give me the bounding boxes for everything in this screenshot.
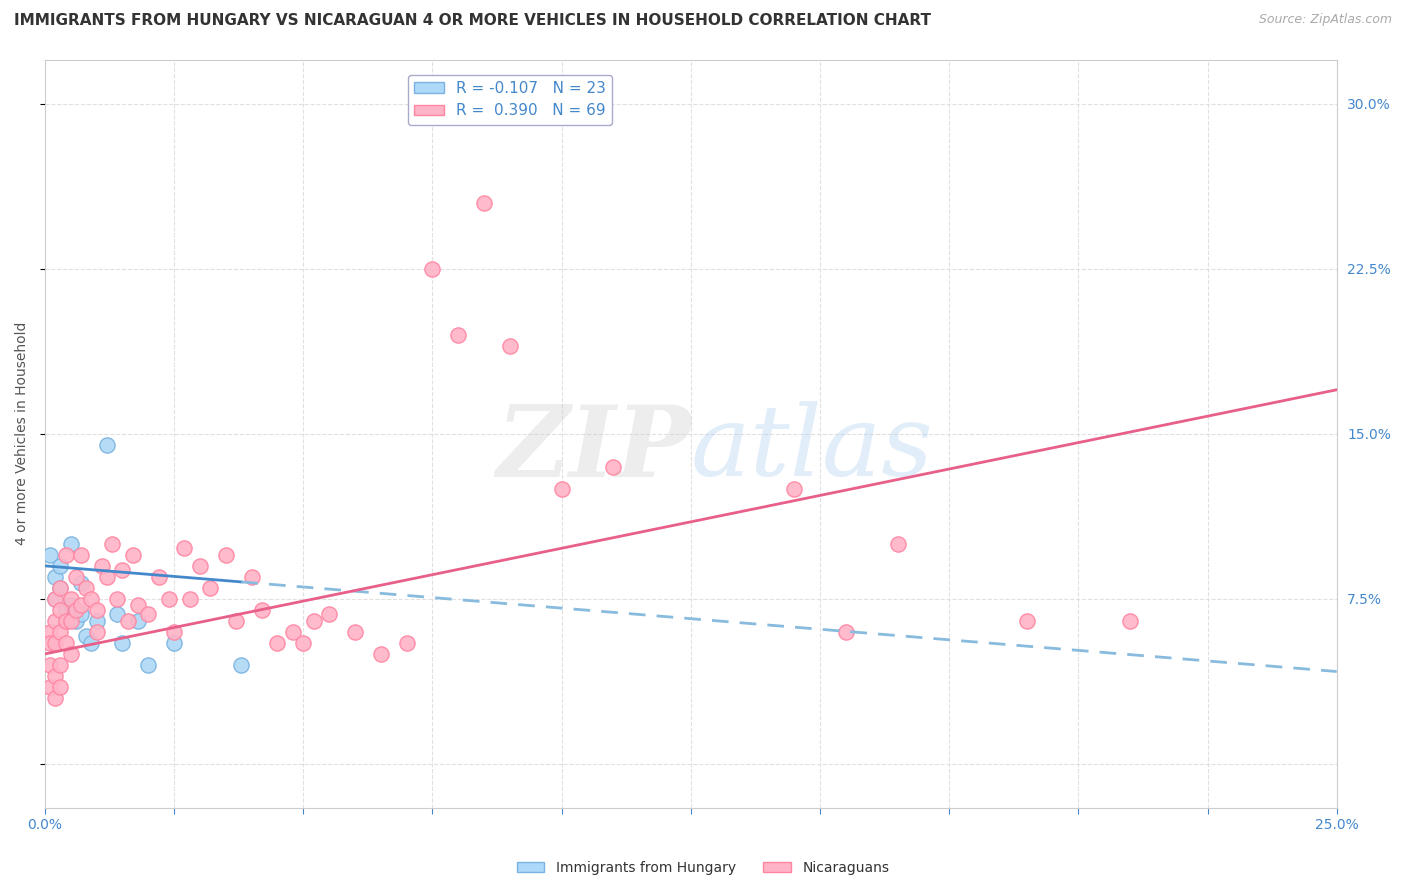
Point — [163, 636, 186, 650]
Point — [49, 624, 72, 639]
Point — [472, 195, 495, 210]
Point — [59, 614, 82, 628]
Point — [886, 537, 908, 551]
Point — [179, 591, 201, 606]
Point — [39, 680, 62, 694]
Point — [302, 614, 325, 628]
Point — [59, 591, 82, 606]
Point — [44, 570, 66, 584]
Point — [44, 690, 66, 705]
Point — [55, 636, 77, 650]
Text: Source: ZipAtlas.com: Source: ZipAtlas.com — [1258, 13, 1392, 27]
Point — [499, 339, 522, 353]
Point — [75, 581, 97, 595]
Point — [370, 647, 392, 661]
Point — [59, 647, 82, 661]
Point — [148, 570, 170, 584]
Text: IMMIGRANTS FROM HUNGARY VS NICARAGUAN 4 OR MORE VEHICLES IN HOUSEHOLD CORRELATIO: IMMIGRANTS FROM HUNGARY VS NICARAGUAN 4 … — [14, 13, 931, 29]
Point — [163, 624, 186, 639]
Point — [49, 603, 72, 617]
Point — [343, 624, 366, 639]
Point — [86, 614, 108, 628]
Point — [65, 603, 87, 617]
Y-axis label: 4 or more Vehicles in Household: 4 or more Vehicles in Household — [15, 322, 30, 546]
Point — [111, 636, 134, 650]
Point — [136, 607, 159, 622]
Point — [602, 459, 624, 474]
Point — [55, 614, 77, 628]
Point — [39, 657, 62, 672]
Point — [240, 570, 263, 584]
Point — [231, 657, 253, 672]
Point — [65, 570, 87, 584]
Point — [44, 591, 66, 606]
Text: ZIP: ZIP — [496, 401, 690, 497]
Point — [70, 548, 93, 562]
Point — [49, 657, 72, 672]
Point — [49, 581, 72, 595]
Point — [70, 599, 93, 613]
Point — [173, 541, 195, 556]
Point — [96, 438, 118, 452]
Point — [105, 591, 128, 606]
Point — [447, 327, 470, 342]
Legend: Immigrants from Hungary, Nicaraguans: Immigrants from Hungary, Nicaraguans — [512, 855, 894, 880]
Point — [59, 599, 82, 613]
Point — [39, 548, 62, 562]
Point — [86, 624, 108, 639]
Point — [70, 576, 93, 591]
Point — [86, 603, 108, 617]
Point — [395, 636, 418, 650]
Legend: R = -0.107   N = 23, R =  0.390   N = 69: R = -0.107 N = 23, R = 0.390 N = 69 — [408, 75, 613, 125]
Point — [55, 614, 77, 628]
Point — [49, 558, 72, 573]
Point — [550, 482, 572, 496]
Point — [250, 603, 273, 617]
Point — [65, 614, 87, 628]
Point — [783, 482, 806, 496]
Point — [225, 614, 247, 628]
Point — [96, 570, 118, 584]
Point — [44, 614, 66, 628]
Point — [70, 607, 93, 622]
Point — [1015, 614, 1038, 628]
Point — [318, 607, 340, 622]
Point — [49, 581, 72, 595]
Point — [65, 603, 87, 617]
Point — [422, 261, 444, 276]
Point — [75, 629, 97, 643]
Point — [281, 624, 304, 639]
Point — [44, 669, 66, 683]
Point — [117, 614, 139, 628]
Point — [215, 548, 238, 562]
Point — [80, 636, 103, 650]
Point — [55, 603, 77, 617]
Point — [835, 624, 858, 639]
Point — [111, 563, 134, 577]
Point — [55, 548, 77, 562]
Point — [49, 680, 72, 694]
Point — [105, 607, 128, 622]
Point — [266, 636, 288, 650]
Text: atlas: atlas — [690, 401, 934, 497]
Point — [101, 537, 124, 551]
Point — [80, 591, 103, 606]
Point — [39, 624, 62, 639]
Point — [121, 548, 143, 562]
Point — [127, 599, 149, 613]
Point — [157, 591, 180, 606]
Point — [1119, 614, 1142, 628]
Point — [90, 558, 112, 573]
Point — [136, 657, 159, 672]
Point — [39, 636, 62, 650]
Point — [292, 636, 315, 650]
Point — [127, 614, 149, 628]
Point — [44, 591, 66, 606]
Point — [44, 636, 66, 650]
Point — [200, 581, 222, 595]
Point — [59, 537, 82, 551]
Point — [188, 558, 211, 573]
